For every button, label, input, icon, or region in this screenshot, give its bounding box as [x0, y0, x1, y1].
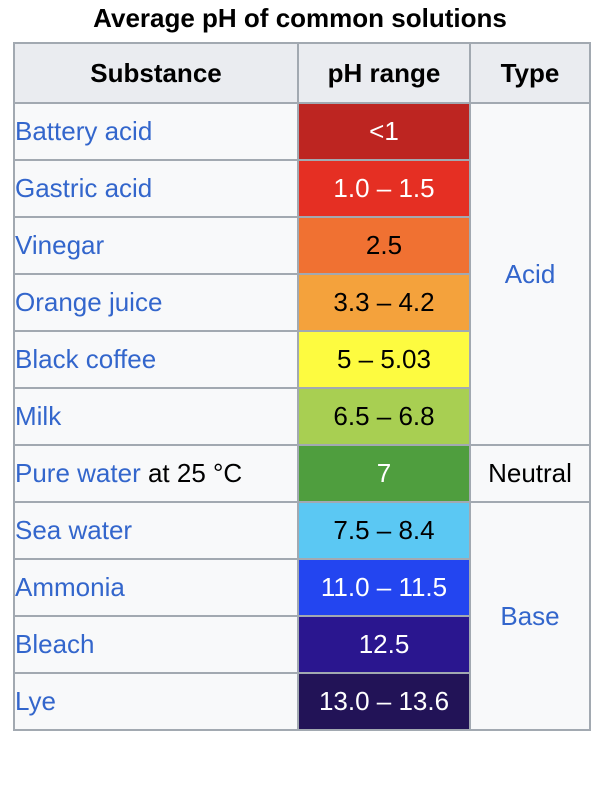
header-substance[interactable]: Substance [13, 42, 299, 104]
substance-cell: Pure water at 25 °C [13, 444, 299, 503]
table-row: Pure water at 25 °C 7 Neutral [13, 444, 591, 503]
ph-range-cell: 3.3 – 4.2 [297, 273, 471, 332]
table-row: Vinegar 2.5 [13, 216, 590, 275]
table-row: Black coffee 5 – 5.03 [13, 330, 590, 389]
table-row: Lye 13.0 – 13.6 [13, 672, 590, 731]
header-row: Substance pH range Type [13, 42, 591, 104]
ph-range-cell: 12.5 [297, 615, 471, 674]
type-cell-base: Base [469, 501, 591, 731]
ph-range-cell: 5 – 5.03 [297, 330, 471, 389]
header-ph-range[interactable]: pH range [297, 42, 471, 104]
ph-range-cell: 7.5 – 8.4 [297, 501, 471, 560]
ph-range-cell: 1.0 – 1.5 [297, 159, 471, 218]
table-row: Battery acid <1 Acid [13, 102, 591, 446]
substance-link[interactable]: Sea water [15, 515, 133, 545]
ph-range-cell: 7 [297, 444, 471, 503]
substance-link[interactable]: Pure water [15, 458, 141, 488]
table-row: Bleach 12.5 [13, 615, 590, 674]
table-row: Milk 6.5 – 6.8 [13, 387, 590, 446]
table-row: Gastric acid 1.0 – 1.5 [13, 159, 590, 218]
ph-range-cell: 11.0 – 11.5 [297, 558, 471, 617]
table-caption: Average pH of common solutions [93, 3, 507, 33]
substance-link[interactable]: Black coffee [15, 344, 157, 374]
substance-cell: Bleach [13, 615, 299, 674]
table-row: Sea water 7.5 – 8.4 Base [13, 501, 591, 731]
substance-link[interactable]: Bleach [15, 629, 95, 659]
substance-suffix: at 25 °C [140, 458, 243, 488]
substance-link[interactable]: Ammonia [15, 572, 125, 602]
substance-cell: Orange juice [13, 273, 299, 332]
substance-cell: Ammonia [13, 558, 299, 617]
type-cell-acid: Acid [469, 102, 591, 446]
ph-range-cell: 6.5 – 6.8 [297, 387, 471, 446]
type-label[interactable]: Acid [504, 258, 556, 289]
substance-cell: Lye [13, 672, 299, 731]
ph-range-cell: 13.0 – 13.6 [297, 672, 471, 731]
substance-cell: Sea water [13, 501, 299, 560]
substance-link[interactable]: Vinegar [15, 230, 105, 260]
table-row: Orange juice 3.3 – 4.2 [13, 273, 590, 332]
type-cell-neutral: Neutral [469, 444, 591, 503]
substance-cell: Battery acid [13, 102, 299, 161]
substance-link[interactable]: Battery acid [15, 116, 153, 146]
substance-link[interactable]: Gastric acid [15, 173, 153, 203]
substance-link[interactable]: Orange juice [15, 287, 163, 317]
substance-cell: Black coffee [13, 330, 299, 389]
ph-table: Substance pH range Type Battery acid <1 Ac… [13, 42, 591, 731]
substance-cell: Vinegar [13, 216, 299, 275]
table-row: Ammonia 11.0 – 11.5 [13, 558, 590, 617]
ph-range-cell: <1 [297, 102, 471, 161]
type-label: Neutral [488, 458, 572, 488]
substance-cell: Milk [13, 387, 299, 446]
substance-link[interactable]: Lye [15, 686, 56, 716]
ph-range-cell: 2.5 [297, 216, 471, 275]
type-label[interactable]: Base [500, 600, 560, 631]
substance-cell: Gastric acid [13, 159, 299, 218]
substance-link[interactable]: Milk [15, 401, 62, 431]
header-type[interactable]: Type [469, 42, 591, 104]
